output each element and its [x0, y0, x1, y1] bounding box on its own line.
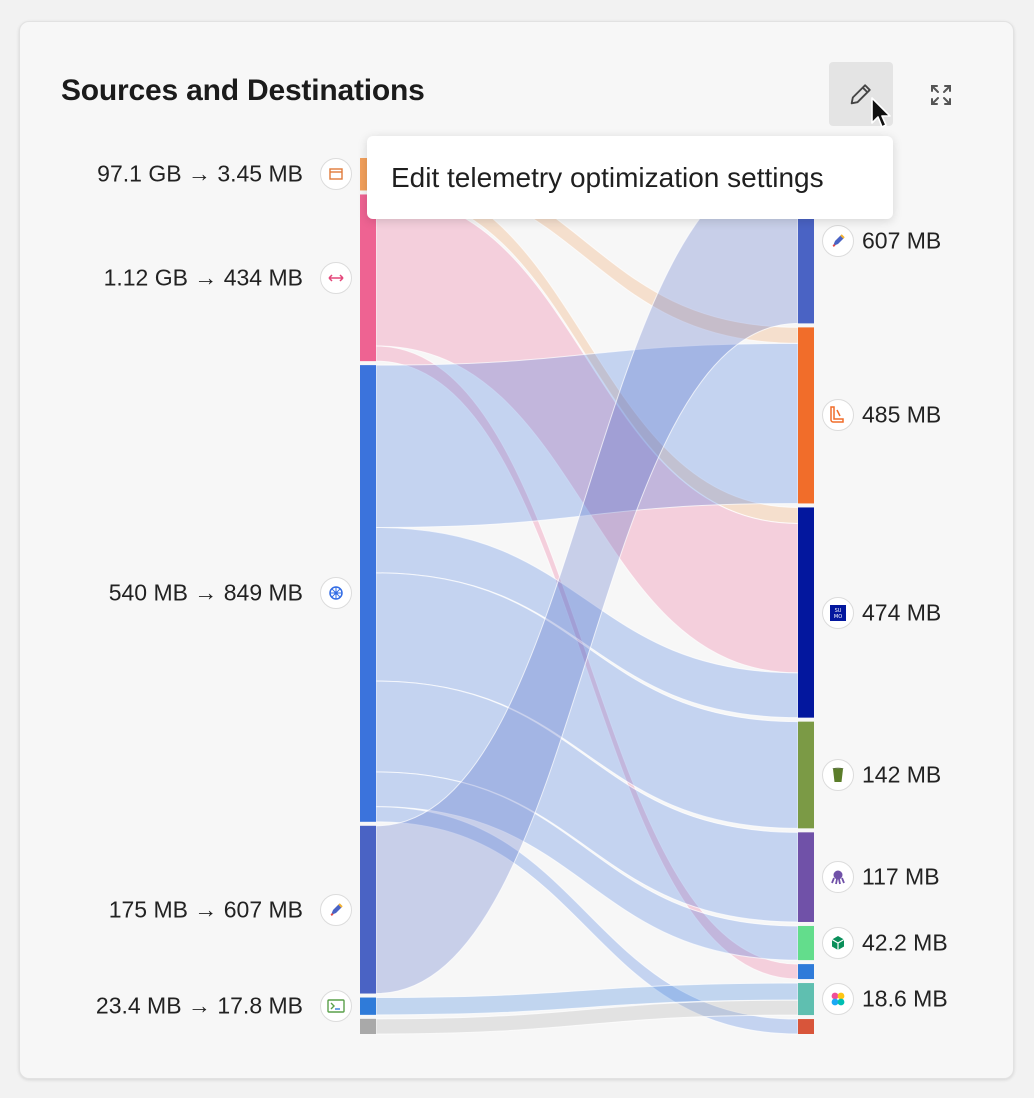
- source-label: 1.12 GB → 434 MB: [103, 264, 303, 291]
- link-s3-d5[interactable]: [375, 680, 799, 923]
- destination-label: 142 MB: [862, 761, 942, 788]
- destination-node-d7[interactable]: [798, 964, 814, 980]
- source-node-s2[interactable]: [360, 194, 376, 362]
- source-node-s4[interactable]: [360, 825, 376, 994]
- bucket-icon: [822, 758, 854, 791]
- destination-label: 18.6 MB: [862, 985, 948, 1012]
- pen-icon: [320, 893, 352, 926]
- boot-icon: [822, 399, 854, 432]
- destination-node-d2[interactable]: [798, 327, 814, 504]
- terminal-icon: [320, 990, 352, 1023]
- destination-node-d8[interactable]: [798, 983, 814, 1016]
- mouse-pointer-icon: [871, 97, 891, 128]
- pen-icon: [822, 224, 854, 257]
- sumo-icon: SU MO: [822, 596, 854, 629]
- link-s2-d7[interactable]: [375, 345, 799, 980]
- source-label: 23.4 MB → 17.8 MB: [95, 992, 303, 1019]
- expand-icon: [931, 85, 951, 105]
- destination-node-d6[interactable]: [798, 925, 814, 961]
- source-label: 175 MB → 607 MB: [108, 896, 303, 923]
- svg-text:SU: SU: [835, 608, 842, 614]
- source-node-s6[interactable]: [360, 1018, 376, 1034]
- destination-label: 607 MB: [862, 227, 942, 254]
- source-label: 97.1 GB → 3.45 MB: [97, 160, 303, 187]
- source-node-s5[interactable]: [360, 997, 376, 1015]
- destination-node-d4[interactable]: [798, 721, 814, 829]
- source-node-s3[interactable]: [360, 365, 376, 822]
- edit-tooltip: Edit telemetry optimization settings: [367, 136, 893, 219]
- panel-title: Sources and Destinations: [61, 74, 425, 107]
- svg-text:MO: MO: [834, 614, 842, 620]
- destination-label: 485 MB: [862, 401, 942, 428]
- expand-button[interactable]: [916, 72, 966, 118]
- link-s4-d1[interactable]: [375, 157, 799, 995]
- kubernetes-icon: [320, 577, 352, 610]
- destination-label: 474 MB: [862, 599, 942, 626]
- pinwheel-icon: [822, 983, 854, 1016]
- destination-label: 42.2 MB: [862, 929, 948, 956]
- arrows-horizontal-icon: [320, 261, 352, 294]
- octopus-icon: [822, 861, 854, 894]
- destination-node-d5[interactable]: [798, 832, 814, 922]
- link-s3-d6[interactable]: [375, 771, 799, 961]
- destination-node-d9[interactable]: [798, 1019, 814, 1034]
- cube-icon: [822, 927, 854, 960]
- window-icon: [320, 158, 352, 191]
- destination-label: 117 MB: [862, 863, 940, 890]
- pencil-icon: [850, 84, 871, 105]
- destination-node-d3[interactable]: [798, 507, 814, 718]
- source-label: 540 MB → 849 MB: [108, 579, 303, 606]
- sankey-links: [375, 157, 799, 1035]
